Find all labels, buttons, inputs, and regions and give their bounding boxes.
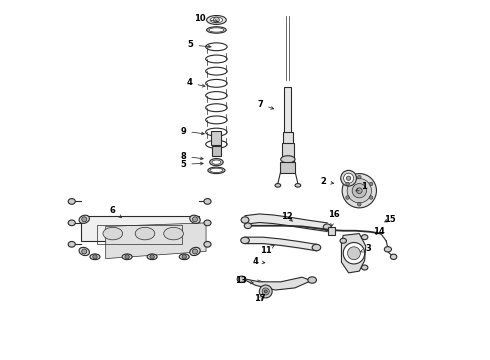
Text: 5: 5	[188, 40, 211, 49]
Bar	[327, 227, 335, 235]
Bar	[283, 132, 293, 146]
Circle shape	[342, 174, 376, 208]
Circle shape	[262, 288, 270, 295]
Ellipse shape	[68, 242, 75, 247]
Ellipse shape	[207, 15, 226, 24]
Ellipse shape	[90, 254, 100, 260]
Ellipse shape	[68, 220, 75, 226]
Ellipse shape	[312, 244, 321, 251]
Polygon shape	[106, 223, 206, 258]
Ellipse shape	[210, 158, 223, 166]
Ellipse shape	[204, 242, 211, 247]
Ellipse shape	[237, 276, 245, 283]
Text: 2: 2	[320, 177, 334, 186]
Ellipse shape	[340, 238, 346, 243]
Text: 3: 3	[360, 244, 371, 253]
Circle shape	[125, 255, 129, 259]
Ellipse shape	[122, 254, 132, 260]
Text: 14: 14	[373, 226, 385, 235]
Text: 15: 15	[384, 215, 395, 224]
Text: 11: 11	[260, 245, 274, 255]
Ellipse shape	[295, 184, 301, 187]
Text: 7: 7	[257, 100, 274, 109]
Circle shape	[343, 243, 365, 264]
Circle shape	[347, 247, 360, 260]
Circle shape	[264, 290, 267, 293]
Bar	[212, 147, 221, 157]
Circle shape	[82, 249, 87, 254]
Ellipse shape	[241, 217, 249, 223]
Ellipse shape	[207, 27, 226, 33]
Circle shape	[193, 217, 197, 222]
Ellipse shape	[212, 160, 221, 164]
Text: 4: 4	[187, 78, 205, 87]
Text: 5: 5	[181, 160, 203, 169]
Ellipse shape	[210, 168, 223, 172]
Text: 4: 4	[252, 257, 265, 266]
Circle shape	[182, 255, 186, 259]
Ellipse shape	[323, 224, 331, 230]
Polygon shape	[81, 216, 198, 241]
Circle shape	[352, 184, 367, 198]
Circle shape	[93, 255, 97, 259]
Circle shape	[346, 196, 349, 199]
Text: 17: 17	[254, 294, 266, 303]
Ellipse shape	[208, 167, 225, 174]
Bar	[282, 143, 294, 167]
Circle shape	[369, 182, 373, 186]
Ellipse shape	[281, 156, 295, 163]
Circle shape	[356, 188, 362, 194]
Ellipse shape	[391, 254, 397, 260]
Ellipse shape	[204, 220, 211, 226]
Ellipse shape	[79, 247, 90, 256]
Circle shape	[358, 175, 361, 179]
Circle shape	[343, 173, 354, 183]
Ellipse shape	[79, 215, 90, 224]
Text: 6: 6	[110, 206, 122, 218]
Text: 10: 10	[194, 14, 218, 23]
Ellipse shape	[147, 254, 157, 260]
Circle shape	[346, 182, 349, 186]
Ellipse shape	[275, 184, 281, 187]
Circle shape	[358, 203, 361, 206]
Text: 9: 9	[181, 127, 204, 136]
Ellipse shape	[362, 235, 368, 240]
Text: 13: 13	[235, 276, 253, 285]
Ellipse shape	[164, 227, 183, 240]
Circle shape	[341, 170, 356, 186]
Text: 1: 1	[356, 182, 367, 191]
Ellipse shape	[190, 215, 200, 224]
Text: 16: 16	[328, 210, 340, 226]
Ellipse shape	[308, 277, 317, 283]
Circle shape	[346, 176, 351, 180]
Bar	[280, 162, 295, 173]
Ellipse shape	[362, 265, 368, 270]
Ellipse shape	[245, 223, 251, 229]
Polygon shape	[342, 234, 366, 273]
Bar	[284, 87, 292, 137]
Ellipse shape	[190, 247, 200, 256]
Circle shape	[193, 249, 197, 254]
Circle shape	[214, 17, 220, 23]
Ellipse shape	[103, 227, 122, 240]
Circle shape	[259, 285, 272, 298]
Ellipse shape	[179, 254, 189, 260]
Circle shape	[150, 255, 154, 259]
Polygon shape	[242, 277, 311, 290]
Ellipse shape	[68, 199, 75, 204]
Circle shape	[347, 179, 371, 203]
Ellipse shape	[135, 227, 155, 240]
Ellipse shape	[210, 17, 222, 23]
Circle shape	[82, 217, 87, 222]
Ellipse shape	[209, 28, 224, 32]
Ellipse shape	[241, 237, 249, 244]
Bar	[211, 131, 221, 145]
Text: 12: 12	[281, 212, 293, 221]
Ellipse shape	[204, 199, 211, 204]
Text: 8: 8	[181, 152, 203, 161]
Circle shape	[369, 196, 373, 199]
Ellipse shape	[384, 247, 392, 252]
